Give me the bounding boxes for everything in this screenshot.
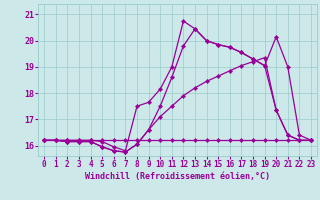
X-axis label: Windchill (Refroidissement éolien,°C): Windchill (Refroidissement éolien,°C) xyxy=(85,172,270,181)
